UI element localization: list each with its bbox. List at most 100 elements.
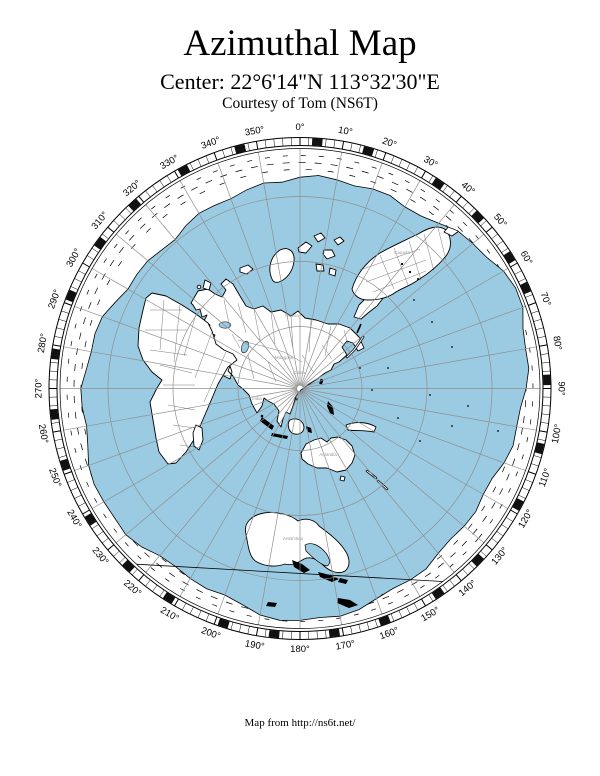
bearing-label: 250° <box>46 467 63 489</box>
bearing-label: 10° <box>337 125 353 138</box>
tick-mark <box>525 479 533 483</box>
tick-mark <box>49 370 58 372</box>
island-great-britain <box>202 279 212 291</box>
distance-ring <box>172 261 428 516</box>
tick-mark-filled <box>177 164 191 177</box>
tick-mark <box>480 550 487 557</box>
azimuth-line <box>257 391 300 625</box>
tick-mark <box>205 155 210 164</box>
island-madagascar <box>192 424 204 451</box>
tick-mark <box>159 589 165 597</box>
tick-mark <box>119 213 126 220</box>
azimuth-line <box>63 346 298 389</box>
tick-mark <box>528 302 537 306</box>
tick-mark <box>374 619 378 628</box>
tick-mark <box>442 185 448 193</box>
azimuth-line <box>63 388 298 431</box>
tick-mark <box>462 568 469 576</box>
tick-mark <box>213 616 218 625</box>
bearing-label: 230° <box>90 545 111 567</box>
bearing-label: 190° <box>244 638 265 652</box>
tick-mark <box>152 584 158 592</box>
azimuth-line <box>179 180 299 387</box>
tick-mark <box>159 180 165 188</box>
tick-mark <box>510 509 518 515</box>
tick-mark <box>74 278 82 283</box>
bearing-label: 30° <box>422 154 440 171</box>
azimuth-line <box>301 390 421 597</box>
tick-mark <box>514 270 522 275</box>
island-philippines <box>327 401 334 415</box>
tick-mark-filled <box>311 138 323 147</box>
tick-mark <box>533 455 542 458</box>
tick-mark <box>74 494 82 499</box>
tick-mark <box>282 138 284 147</box>
tick-mark <box>70 487 79 491</box>
tick-mark-filled <box>128 198 141 212</box>
continent-australia <box>300 436 356 473</box>
tick-mark <box>485 226 493 233</box>
tick-mark <box>166 175 172 183</box>
azimuth-line <box>301 204 455 387</box>
tick-mark-filled <box>362 146 375 156</box>
bearing-label: 130° <box>489 545 510 567</box>
island-sri-lanka <box>260 414 264 418</box>
azimuth-line <box>300 391 343 625</box>
tick-mark <box>113 220 120 227</box>
tick-mark <box>398 159 403 167</box>
azimuth-line <box>302 389 526 471</box>
tick-mark <box>358 624 361 633</box>
tick-mark-filled <box>512 498 524 511</box>
island-sakhalin <box>356 323 362 334</box>
tick-mark <box>152 185 158 193</box>
tick-mark <box>521 487 530 491</box>
bearing-label: 320° <box>121 178 143 199</box>
tick-mark <box>58 319 67 322</box>
tick-mark <box>413 166 419 175</box>
tick-mark <box>535 327 544 330</box>
tick-mark <box>131 568 138 576</box>
tick-mark <box>205 613 210 622</box>
center-coordinates: Center: 22°6'14"N 113°32'30"E <box>160 69 440 94</box>
tick-mark <box>468 207 475 214</box>
tick-mark <box>491 233 498 240</box>
azimuth-line <box>300 152 343 386</box>
tick-mark <box>282 630 284 639</box>
tick-mark <box>273 138 275 147</box>
tick-mark <box>52 430 61 433</box>
tick-mark <box>174 170 179 179</box>
tick-mark <box>63 302 72 306</box>
bearing-label: 40° <box>459 180 477 198</box>
tick-mark <box>78 270 86 275</box>
tick-mark <box>541 362 550 364</box>
tick-mark <box>213 152 218 161</box>
small-islands <box>260 262 499 608</box>
azimuth-line <box>145 204 299 387</box>
island-sulawesi <box>306 426 312 433</box>
azimuth-line <box>74 306 298 388</box>
tick-mark <box>49 405 58 407</box>
north-america-borders <box>359 227 447 293</box>
bearing-label: 290° <box>46 288 63 310</box>
distance-ring <box>237 326 363 451</box>
tick-mark <box>70 286 79 290</box>
tick-mark <box>50 362 59 364</box>
tick-mark <box>455 195 462 203</box>
tick-mark <box>501 524 509 530</box>
tick-mark <box>189 606 194 615</box>
courtesy-line: Courtesy of Tom (NS6T) <box>222 95 378 112</box>
tick-mark <box>222 149 226 158</box>
tick-mark <box>341 627 345 636</box>
map-credit: Map from http://ns6t.net/ <box>244 717 356 729</box>
tick-mark <box>82 262 90 268</box>
compass-ticks <box>49 137 551 640</box>
tick-mark <box>518 278 526 283</box>
tick-mark <box>82 509 90 515</box>
azimuth-line <box>302 388 537 431</box>
tick-mark-filled <box>520 281 532 295</box>
bearing-label: 90° <box>556 381 567 396</box>
bearing-label: 350° <box>244 124 265 138</box>
tick-mark <box>541 413 550 415</box>
azimuth-line <box>115 390 298 544</box>
